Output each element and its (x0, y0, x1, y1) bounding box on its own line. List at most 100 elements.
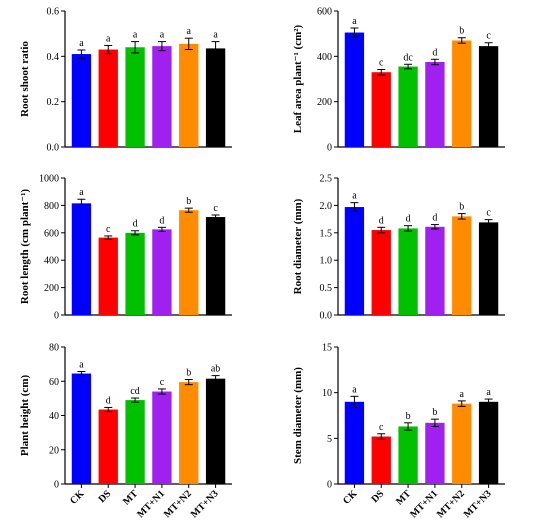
panel-4: 0.0 0.5 1.0 1.5 2.0 2.5 Root diameter (mm) a d d d… (292, 174, 505, 322)
bar-mt-n1 (152, 46, 172, 148)
significance-letter: b (186, 196, 191, 207)
error-bar (157, 226, 166, 232)
significance-letter: b (186, 368, 191, 379)
error-bar (350, 27, 359, 38)
bar-mt-n2 (452, 40, 472, 147)
significance-letter: d (432, 47, 437, 58)
significance-letter: d (379, 215, 384, 226)
bar-mt-n2 (452, 403, 472, 484)
bar-mt-n3 (478, 222, 499, 315)
bar-ck (344, 32, 365, 147)
error-bar (350, 395, 359, 408)
error-bar (484, 42, 493, 51)
error-bar (184, 207, 193, 213)
bar-mt (398, 426, 418, 484)
y-tick-label: 20 (49, 445, 59, 456)
bar-mt-n3 (478, 401, 499, 484)
y-tick-label: 0.0 (47, 143, 60, 154)
significance-letter: d (106, 395, 111, 406)
y-tick-label: 800 (44, 201, 59, 212)
y-tick-label: 40 (49, 411, 59, 422)
significance-letter: a (160, 30, 165, 41)
significance-letter: c (160, 377, 165, 388)
error-bar (404, 422, 413, 431)
y-tick-label: 0.4 (47, 52, 60, 63)
bar-mt-n2 (452, 216, 472, 315)
error-bar (184, 379, 193, 386)
error-bar (131, 230, 140, 236)
bar-ck (344, 401, 365, 484)
y-tick-label: 1.0 (320, 256, 333, 267)
error-bar (77, 49, 86, 59)
y-axis-label: Stem diameter (mm) (292, 367, 304, 464)
bar-mt-n1 (152, 229, 172, 315)
significance-letter: a (352, 191, 357, 202)
bar-mt (125, 47, 145, 148)
significance-letter: b (406, 411, 411, 422)
y-axis-label: Root diameter (mm) (292, 198, 304, 294)
bar-mt-n3 (205, 378, 226, 484)
bar-mt (125, 232, 145, 315)
error-bar (404, 225, 413, 232)
error-bar (404, 63, 413, 70)
significance-letter: c (486, 208, 491, 219)
y-tick-label: 0 (327, 143, 332, 154)
significance-letter: b (432, 407, 437, 418)
bar-mt (398, 228, 418, 315)
significance-letter: c (213, 203, 218, 214)
significance-letter: a (106, 33, 111, 44)
bar-mt (125, 400, 145, 484)
y-axis-label: Plant height (cm) (19, 375, 31, 457)
y-axis-label: Leaf area plant⁻¹ (cm²) (292, 24, 304, 133)
error-bar (457, 400, 466, 407)
significance-letter: d (159, 215, 164, 226)
significance-letter: a (486, 387, 491, 398)
bar-mt-n1 (425, 226, 445, 315)
bar-ds (98, 49, 118, 147)
bar-mt-n3 (478, 46, 499, 148)
error-bar (157, 388, 166, 395)
error-bar (377, 68, 386, 76)
error-bar (77, 198, 86, 208)
y-tick-label: 0.2 (47, 97, 60, 108)
bar-mt-n3 (205, 48, 226, 147)
error-bar (430, 418, 439, 427)
panel-1: 0.0 0.2 0.4 0.6 Root shoot ratio a a a a a a (19, 7, 232, 154)
significance-letter: a (133, 30, 138, 41)
x-tick-label: CK (341, 488, 360, 507)
y-tick-label: 10 (322, 388, 332, 399)
significance-letter: cd (130, 386, 139, 397)
x-tick-label: MT+N3 (462, 488, 494, 520)
y-tick-label: 600 (317, 7, 332, 18)
y-tick-label: 0 (327, 480, 332, 491)
error-bar (457, 37, 466, 44)
y-tick-label: 400 (317, 52, 332, 63)
significance-letter: a (460, 389, 465, 400)
bar-mt-n2 (179, 43, 199, 147)
y-tick-label: 80 (49, 343, 59, 354)
significance-letter: dc (403, 52, 413, 63)
significance-letter: c (379, 57, 384, 68)
significance-letter: c (486, 31, 491, 42)
bar-mt-n3 (205, 217, 226, 315)
y-tick-label: 0.0 (320, 311, 333, 322)
panel-2: 0 200 400 600 Leaf area plant⁻¹ (cm²) a c dc d b c (292, 7, 505, 154)
significance-letter: a (187, 26, 192, 37)
y-tick-label: 0 (54, 311, 59, 322)
x-tick-label: MT (121, 488, 140, 507)
error-bar (430, 58, 439, 66)
significance-letter: d (432, 213, 437, 224)
y-tick-label: 200 (317, 97, 332, 108)
x-tick-label: DS (97, 488, 114, 505)
bar-ck (71, 203, 92, 315)
significance-letter: a (79, 359, 84, 370)
bar-ck (71, 373, 92, 484)
y-tick-label: 1000 (39, 174, 59, 185)
error-bar (131, 41, 140, 54)
error-bar (484, 398, 493, 406)
bar-mt-n2 (179, 382, 199, 484)
error-bar (104, 235, 113, 240)
y-tick-label: 5 (327, 434, 332, 445)
panel-3: 0 200 400 600 800 1000 Root length (cm plant⁻¹… (19, 174, 232, 322)
x-tick-label: MT+N1 (408, 488, 440, 520)
